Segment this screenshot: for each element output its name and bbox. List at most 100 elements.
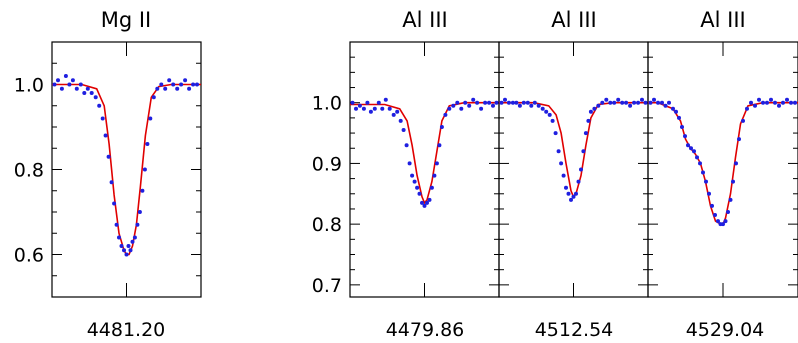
data-point <box>417 191 422 196</box>
model-fit-line <box>52 83 201 256</box>
data-point <box>608 100 613 105</box>
data-point <box>704 179 708 184</box>
data-point <box>588 109 593 114</box>
data-point <box>103 133 108 138</box>
data-point <box>571 194 576 199</box>
data-point <box>749 100 753 105</box>
data-point <box>425 200 429 205</box>
data-point <box>130 239 135 244</box>
data-point <box>395 109 400 114</box>
data-point <box>734 161 738 166</box>
y-tick-label: 0.8 <box>312 214 342 236</box>
data-point <box>514 100 519 105</box>
data-point <box>569 197 573 202</box>
data-point <box>707 191 711 196</box>
data-point <box>745 106 749 111</box>
data-point <box>529 103 534 108</box>
y-tick-label: 1.0 <box>312 93 342 115</box>
data-point <box>620 100 625 105</box>
data-point <box>726 210 730 214</box>
data-point <box>171 82 176 87</box>
data-point <box>713 213 717 217</box>
data-point <box>701 170 705 175</box>
data-point <box>407 161 412 166</box>
data-point <box>135 222 140 227</box>
data-point <box>100 116 105 121</box>
data-point <box>686 143 690 148</box>
data-point <box>781 100 785 105</box>
data-point <box>789 100 793 105</box>
data-point <box>636 100 641 105</box>
data-point <box>357 103 362 108</box>
data-point <box>404 143 409 148</box>
data-point <box>521 100 526 105</box>
data-point <box>581 149 586 154</box>
data-point <box>550 118 555 123</box>
panel-al-iii-4512: Al III 4512.54 <box>498 8 649 341</box>
data-point <box>683 134 687 139</box>
data-point <box>380 106 385 111</box>
data-point <box>556 149 561 154</box>
data-point <box>372 106 377 111</box>
data-point <box>566 191 571 196</box>
data-point <box>112 201 117 206</box>
data-point <box>583 131 588 136</box>
data-point <box>167 78 172 83</box>
data-point <box>479 106 484 111</box>
data-point <box>463 100 468 105</box>
data-point <box>183 78 188 83</box>
data-point <box>447 106 452 111</box>
model-fit-line <box>499 101 648 199</box>
data-point <box>553 131 558 136</box>
data-point <box>765 100 769 105</box>
data-point <box>769 97 773 102</box>
data-point <box>648 100 653 105</box>
plot-frame <box>498 41 649 298</box>
data-point <box>640 97 644 102</box>
data-point <box>723 219 728 224</box>
data-point <box>122 248 126 253</box>
data-point <box>365 100 370 105</box>
data-point <box>78 82 83 87</box>
data-point <box>437 143 442 148</box>
data-point <box>721 222 725 227</box>
data-point <box>612 100 617 105</box>
data-point <box>155 86 160 91</box>
data-point <box>434 161 439 166</box>
panel-x-label: 4529.04 <box>686 319 765 341</box>
data-point <box>506 100 511 105</box>
data-point <box>52 82 57 87</box>
data-point <box>432 173 437 178</box>
data-point <box>716 219 720 224</box>
data-point <box>785 97 789 102</box>
data-point <box>576 179 581 184</box>
panel-marks <box>498 41 649 298</box>
data-point <box>163 86 168 91</box>
data-point <box>532 100 537 105</box>
panel-al-iii-4529: Al III 4529.04 <box>647 8 798 341</box>
data-point <box>536 103 541 108</box>
data-point <box>710 203 714 208</box>
panel-x-label: 4481.20 <box>87 319 166 341</box>
data-point <box>540 106 545 111</box>
data-point <box>564 185 568 190</box>
data-point <box>503 97 507 102</box>
panel-mg-ii-4481: Mg II 0.6 0.8 1.0 4481.20 <box>14 8 202 341</box>
panel-x-label: 4512.54 <box>535 319 614 341</box>
data-point <box>74 86 79 91</box>
data-point <box>106 154 111 159</box>
data-point <box>773 100 777 105</box>
data-point <box>656 100 660 105</box>
data-point <box>159 82 164 87</box>
data-point <box>499 100 504 105</box>
data-point <box>663 103 668 108</box>
data-point <box>604 97 609 102</box>
data-point <box>387 106 392 111</box>
data-point <box>757 97 761 102</box>
data-point <box>544 109 549 114</box>
panel-marks: 0.6 0.8 1.0 <box>14 41 202 298</box>
data-point <box>777 103 781 108</box>
data-point <box>741 118 745 123</box>
data-point <box>187 86 192 91</box>
data-point <box>175 86 180 91</box>
